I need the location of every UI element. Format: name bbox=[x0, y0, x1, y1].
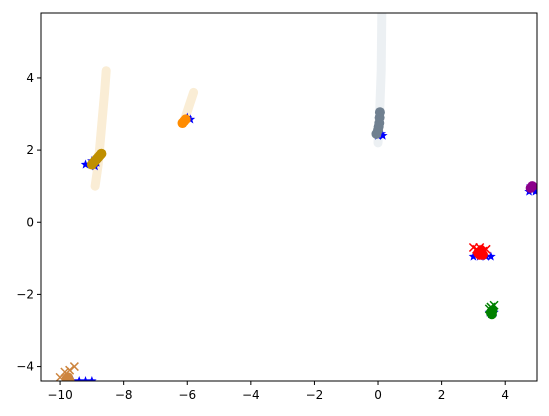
x-tick-label-5: 0 bbox=[374, 388, 382, 402]
x-tick-label-6: 2 bbox=[438, 388, 446, 402]
y-tick-label-1: −2 bbox=[16, 287, 34, 301]
series-4-point-2 bbox=[378, 130, 388, 140]
y-tick-label-3: 2 bbox=[26, 143, 34, 157]
series-15-point-3 bbox=[69, 362, 79, 372]
x-tick-label-7: 4 bbox=[501, 388, 509, 402]
data-points-layer bbox=[55, 107, 537, 381]
series-8-point-0 bbox=[468, 251, 479, 261]
series-13-point-2 bbox=[486, 309, 497, 320]
series-14-point-3 bbox=[87, 376, 97, 381]
y-axis: −4 −2 0 2 4 bbox=[16, 71, 41, 374]
series-16-point-2 bbox=[64, 376, 75, 381]
series-3-point-2 bbox=[180, 114, 191, 125]
plot-area-frame bbox=[40, 12, 538, 382]
series-0-point-0 bbox=[80, 159, 91, 169]
x-tick-label-1: −8 bbox=[115, 388, 133, 402]
y-tick-label-4: 4 bbox=[26, 71, 34, 85]
trail-layer bbox=[90, 13, 387, 191]
series-8-point-3 bbox=[486, 251, 496, 261]
y-tick-label-0: −4 bbox=[16, 360, 34, 374]
series-7-point-1 bbox=[527, 181, 537, 192]
x-tick-label-2: −6 bbox=[178, 388, 196, 402]
x-tick-label-4: −2 bbox=[306, 388, 324, 402]
y-tick-label-2: 0 bbox=[26, 215, 34, 229]
x-tick-label-3: −4 bbox=[242, 388, 260, 402]
series-1-point-6 bbox=[96, 148, 107, 159]
x-tick-label-0: −10 bbox=[47, 388, 72, 402]
trail-0 bbox=[90, 66, 111, 191]
x-axis: −10 −8 −6 −4 −2 0 2 4 bbox=[47, 381, 509, 402]
series-5-point-5 bbox=[374, 107, 385, 118]
series-10-point-3 bbox=[474, 249, 485, 260]
